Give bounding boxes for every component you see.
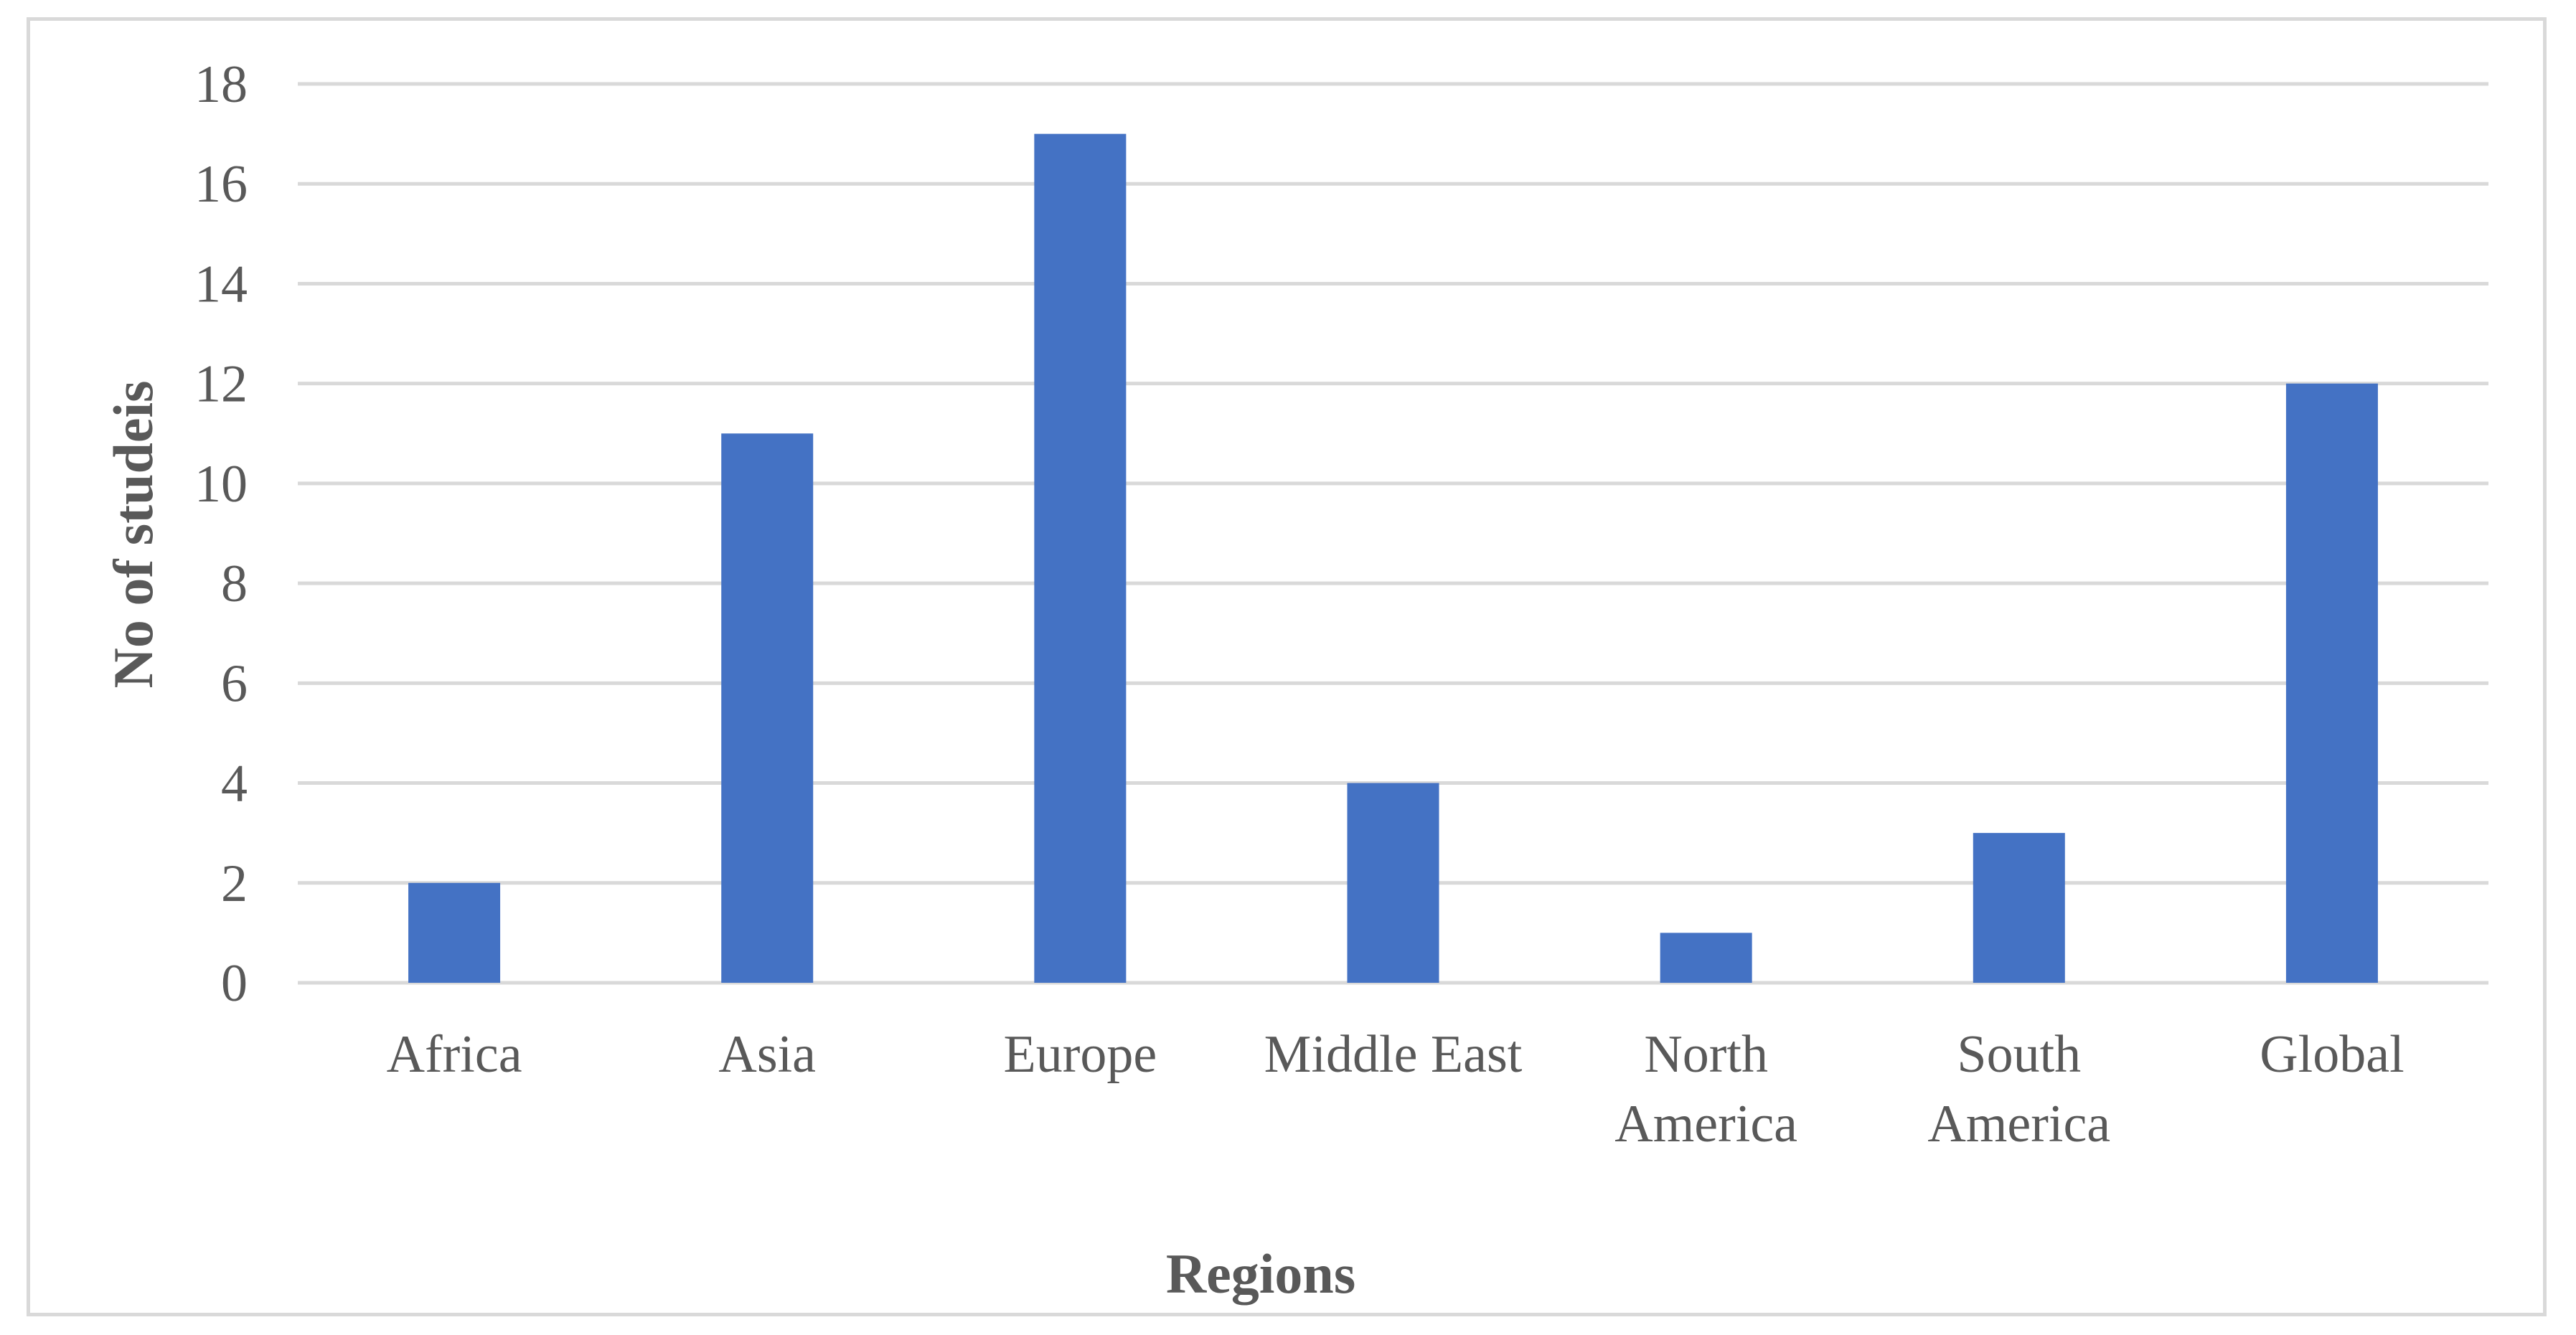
x-axis-title: Regions <box>1166 1242 1355 1305</box>
y-tick-label: 14 <box>194 255 248 313</box>
gridlines <box>298 82 2488 985</box>
y-tick-label: 10 <box>194 455 248 514</box>
x-category-label: America <box>1614 1095 1797 1154</box>
bar-europe <box>1034 133 1127 983</box>
bar-south-america <box>1973 833 2065 983</box>
y-tick-label: 4 <box>221 755 248 813</box>
y-tick-label: 2 <box>221 854 248 913</box>
x-category-label: South <box>1957 1025 2081 1084</box>
y-tick-label: 18 <box>194 55 248 114</box>
y-tick-labels: 0 2 4 6 8 10 12 14 16 18 <box>194 55 248 1013</box>
bar-global <box>2285 383 2378 983</box>
y-axis-title: No of studeis <box>102 380 164 688</box>
bars <box>408 133 2378 983</box>
chart-frame <box>27 17 2547 1316</box>
x-category-labels: Africa Asia Europe Middle East North America S… <box>387 1025 2405 1154</box>
x-category-label: Africa <box>387 1025 522 1084</box>
x-category-label: Europe <box>1004 1025 1157 1084</box>
y-tick-label: 12 <box>194 355 248 414</box>
y-tick-label: 8 <box>221 555 248 613</box>
x-category-label: Global <box>2260 1025 2404 1084</box>
bar-north-america <box>1660 933 1752 983</box>
x-category-label: Asia <box>718 1025 816 1084</box>
bar-asia <box>721 433 814 983</box>
y-tick-label: 16 <box>194 155 248 214</box>
y-tick-label: 6 <box>221 654 248 713</box>
x-category-label: North <box>1644 1025 1768 1084</box>
x-category-label: America <box>1927 1095 2110 1154</box>
bar-africa <box>408 882 501 983</box>
x-category-label: Middle East <box>1264 1025 1523 1084</box>
bar-middle-east <box>1347 783 1439 983</box>
y-tick-label: 0 <box>221 954 248 1013</box>
